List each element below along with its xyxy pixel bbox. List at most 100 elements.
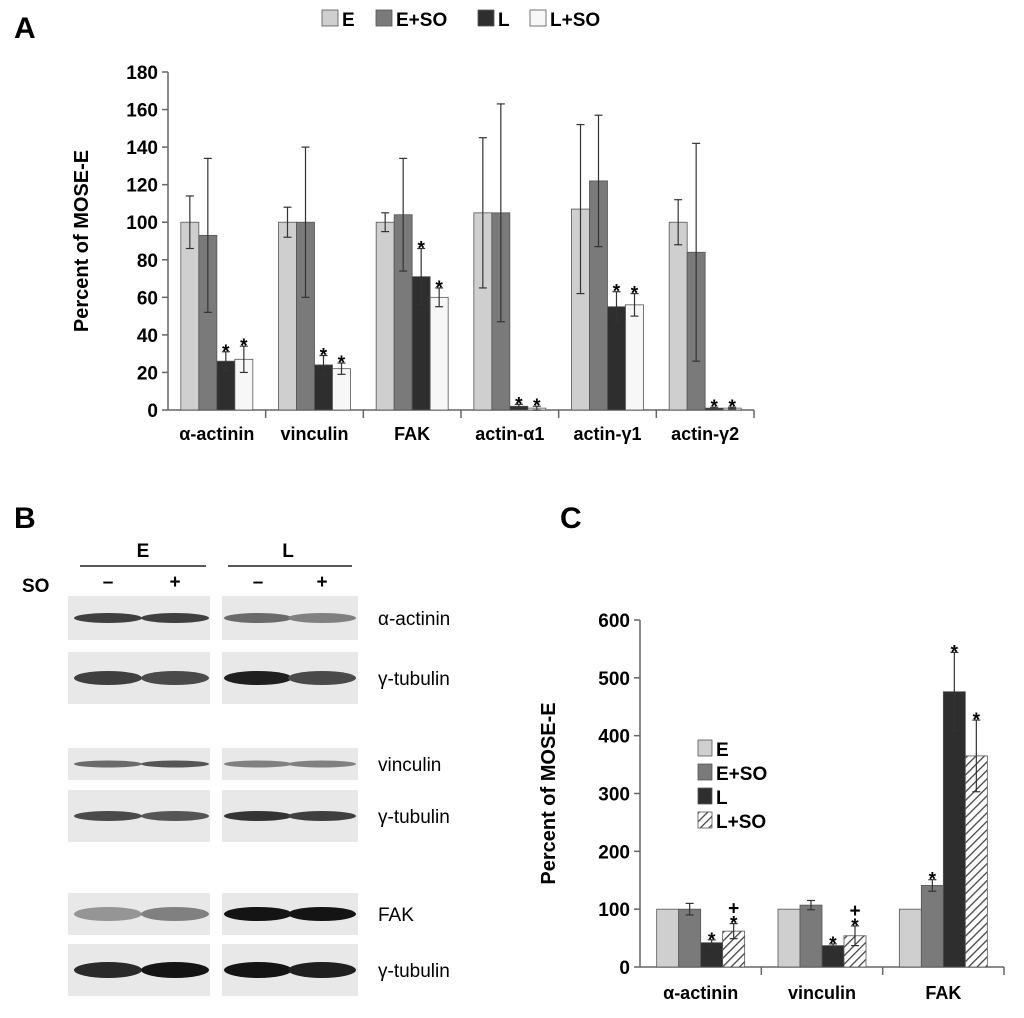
x-category-label: FAK [394, 424, 430, 444]
y-tick-label: 300 [598, 785, 630, 806]
blot-group-e: E [137, 541, 150, 562]
western-blot: E L SO – + – + α-actinin γ-tubulin vinculi… [22, 541, 450, 996]
blot-band [141, 760, 209, 768]
legend-swatch [697, 787, 713, 805]
legend-label: E [342, 10, 355, 31]
blot-band [288, 760, 356, 768]
legend-swatch [477, 9, 495, 27]
x-category-label: vinculin [788, 983, 856, 1003]
blot-lane-3: – [253, 572, 264, 593]
bar [625, 304, 644, 411]
legend-label: E+SO [716, 764, 767, 785]
blot-lane-1: – [103, 572, 114, 593]
blot-band [288, 671, 356, 685]
blot-band [141, 811, 209, 821]
y-tick-label: 0 [619, 958, 630, 979]
y-tick-label: 60 [137, 288, 158, 309]
y-tick-label: 100 [126, 213, 158, 234]
bar [656, 908, 680, 968]
y-axis-label: Percent of MOSE-E [538, 702, 560, 884]
blot-group-l: L [282, 541, 294, 562]
significance-mark: * [973, 710, 981, 731]
legend-label: L [716, 788, 728, 809]
y-tick-label: 120 [126, 176, 158, 197]
legend-label: E [716, 740, 729, 761]
significance-mark: * [533, 396, 541, 417]
y-axis-label: Percent of MOSE-E [71, 150, 93, 332]
blot-row-label: α-actinin [378, 609, 450, 630]
y-tick-label: 200 [598, 842, 630, 863]
significance-mark: + [849, 901, 860, 922]
blot-band [224, 811, 292, 821]
blot-band [141, 962, 209, 978]
blot-row-label: FAK [378, 905, 414, 926]
x-category-label: α-actinin [663, 983, 738, 1003]
bar [898, 908, 922, 968]
blot-band [288, 613, 356, 623]
blot-row-label: vinculin [378, 755, 441, 776]
legend-label: E+SO [396, 10, 447, 31]
blot-band [224, 962, 292, 978]
x-category-label: actin-γ2 [671, 424, 739, 444]
legend-swatch [321, 9, 339, 27]
blot-band [74, 962, 142, 978]
significance-mark: * [515, 394, 523, 415]
y-tick-label: 600 [598, 611, 630, 632]
bar [678, 908, 702, 968]
chart-a: 0 20 40 60 80 100 120 140 160 180 Percent of MOSE-… [71, 9, 755, 444]
blot-band [288, 811, 356, 821]
blot-so-label: SO [22, 576, 49, 597]
significance-mark: * [435, 278, 443, 299]
legend-label: L+SO [550, 10, 600, 31]
blot-lane-2: + [169, 572, 180, 593]
panel-letter-c: C [560, 502, 582, 535]
bar [668, 221, 688, 411]
panel-letter-a: A [14, 12, 36, 45]
significance-mark: * [320, 346, 328, 367]
significance-mark: * [851, 916, 859, 937]
panel-letter-b: B [14, 502, 36, 535]
legend-label: L [498, 10, 510, 31]
bar [920, 885, 944, 968]
legend-swatch [529, 9, 547, 27]
significance-mark: * [728, 397, 736, 418]
bar [429, 296, 449, 411]
significance-mark: * [417, 239, 425, 260]
blot-row-label: γ-tubulin [378, 669, 450, 690]
blot-band [74, 671, 142, 685]
x-category-label: actin-α1 [475, 424, 544, 444]
significance-mark: * [240, 336, 248, 357]
y-tick-label: 140 [126, 138, 158, 159]
blot-lane-4: + [316, 572, 327, 593]
significance-mark: * [730, 914, 738, 935]
significance-mark: * [929, 870, 937, 891]
blot-band [74, 760, 142, 768]
significance-mark: * [829, 934, 837, 955]
legend-swatch [697, 739, 713, 757]
significance-mark: + [728, 899, 739, 920]
legend-swatch [697, 811, 713, 829]
blot-band [74, 811, 142, 821]
x-category-label: actin-γ1 [573, 424, 641, 444]
y-tick-label: 0 [147, 401, 158, 422]
significance-mark: * [613, 282, 621, 303]
y-tick-label: 400 [598, 727, 630, 748]
y-tick-label: 40 [137, 326, 158, 347]
bar [180, 221, 200, 411]
bar [799, 904, 823, 968]
significance-mark: * [951, 642, 959, 663]
blot-band [141, 671, 209, 685]
blot-band [224, 907, 292, 921]
blot-band [224, 613, 292, 623]
y-tick-label: 100 [598, 900, 630, 921]
chart-c: 0 100 200 300 400 500 600 Percent of MOSE-E α-ac… [538, 611, 1005, 1003]
blot-band [141, 613, 209, 623]
blot-band [74, 613, 142, 623]
y-tick-label: 80 [137, 251, 158, 272]
blot-band [224, 760, 292, 768]
x-category-label: α-actinin [179, 424, 254, 444]
blot-band [141, 907, 209, 921]
blot-band [288, 962, 356, 978]
significance-mark: * [222, 342, 230, 363]
